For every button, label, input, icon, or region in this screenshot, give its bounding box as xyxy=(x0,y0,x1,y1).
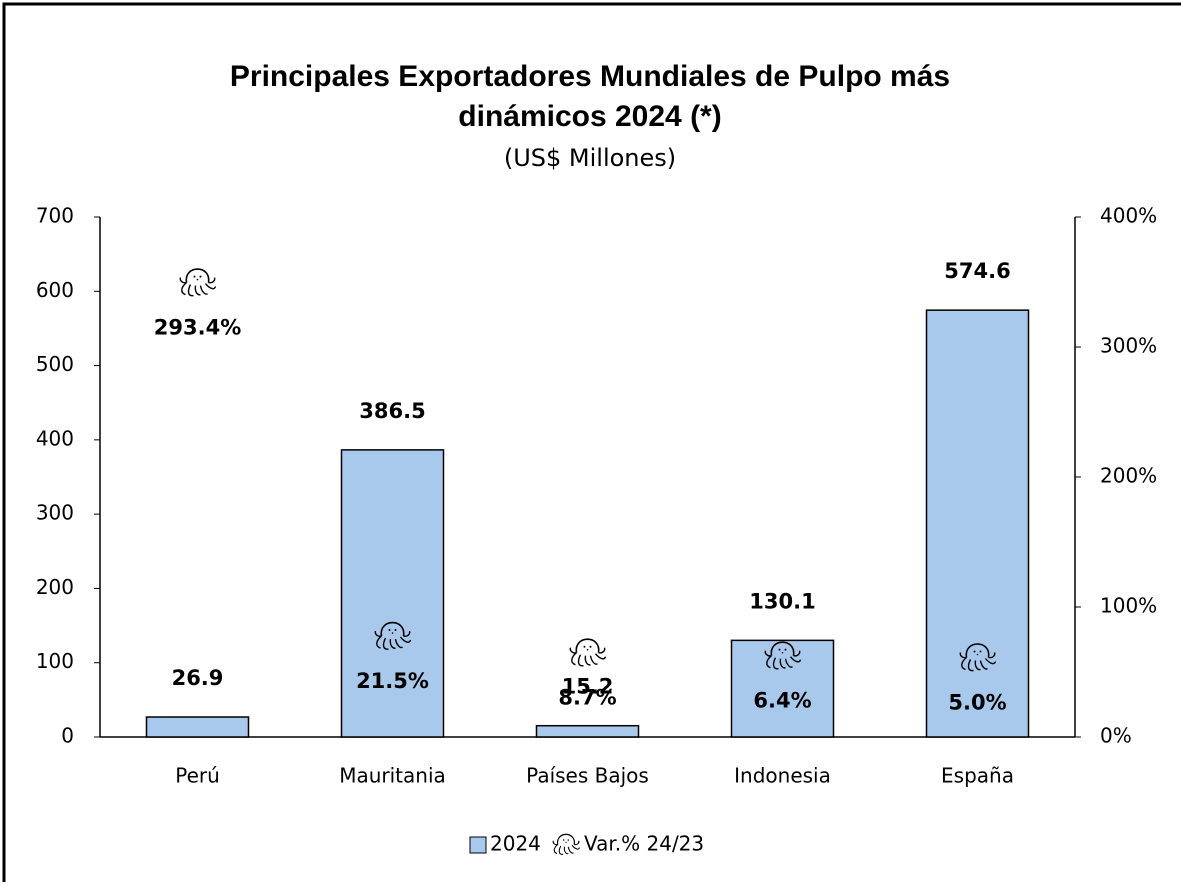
data-label: 6.4% xyxy=(753,689,811,713)
y-tick-label: 500 xyxy=(36,352,74,376)
octopus-icon xyxy=(179,268,217,297)
y-tick-label: 100 xyxy=(36,649,74,673)
chart-title: dinámicos 2024 (*) xyxy=(458,100,721,133)
bar xyxy=(340,449,445,738)
data-label: 293.4% xyxy=(154,316,241,340)
legend-marker xyxy=(552,833,581,855)
chart-subtitle: (US$ Millones) xyxy=(504,144,676,172)
data-label: 386.5 xyxy=(359,399,425,423)
bar xyxy=(145,716,250,738)
data-label: 5.0% xyxy=(948,691,1006,715)
data-label: 130.1 xyxy=(749,589,815,613)
data-label: 26.9 xyxy=(172,666,224,690)
bar xyxy=(535,724,640,738)
legend-swatch xyxy=(469,836,487,854)
x-tick-label: Indonesia xyxy=(734,764,831,788)
data-label: 8.7% xyxy=(558,686,616,710)
legend-label: 2024 xyxy=(490,832,541,856)
y-tick-label: 200 xyxy=(36,575,74,599)
legend-label: Var.% 24/23 xyxy=(584,832,704,856)
octopus-marker xyxy=(569,638,607,667)
octopus-marker xyxy=(179,268,217,297)
octopus-icon xyxy=(569,638,607,667)
y-tick-label: 0 xyxy=(61,724,74,748)
y2-tick-label: 0% xyxy=(1100,724,1132,748)
data-label: 15.2 xyxy=(562,675,614,699)
y2-tick-label: 300% xyxy=(1100,334,1157,358)
y2-tick-label: 400% xyxy=(1100,204,1157,228)
octopus-icon xyxy=(552,833,581,855)
bar xyxy=(730,639,835,738)
x-tick-label: Mauritania xyxy=(339,764,446,788)
y-tick-label: 400 xyxy=(36,426,74,450)
x-tick-label: España xyxy=(941,764,1014,788)
data-label: 21.5% xyxy=(356,669,429,693)
y2-tick-label: 200% xyxy=(1100,464,1157,488)
chart-title: Principales Exportadores Mundiales de Pu… xyxy=(230,60,950,93)
y-tick-label: 700 xyxy=(36,204,74,228)
y-tick-label: 300 xyxy=(36,501,74,525)
bar xyxy=(925,309,1030,738)
y2-tick-label: 100% xyxy=(1100,594,1157,618)
y-tick-label: 600 xyxy=(36,278,74,302)
x-tick-label: Países Bajos xyxy=(526,764,649,788)
x-tick-label: Perú xyxy=(175,764,220,788)
data-label: 574.6 xyxy=(944,259,1010,283)
